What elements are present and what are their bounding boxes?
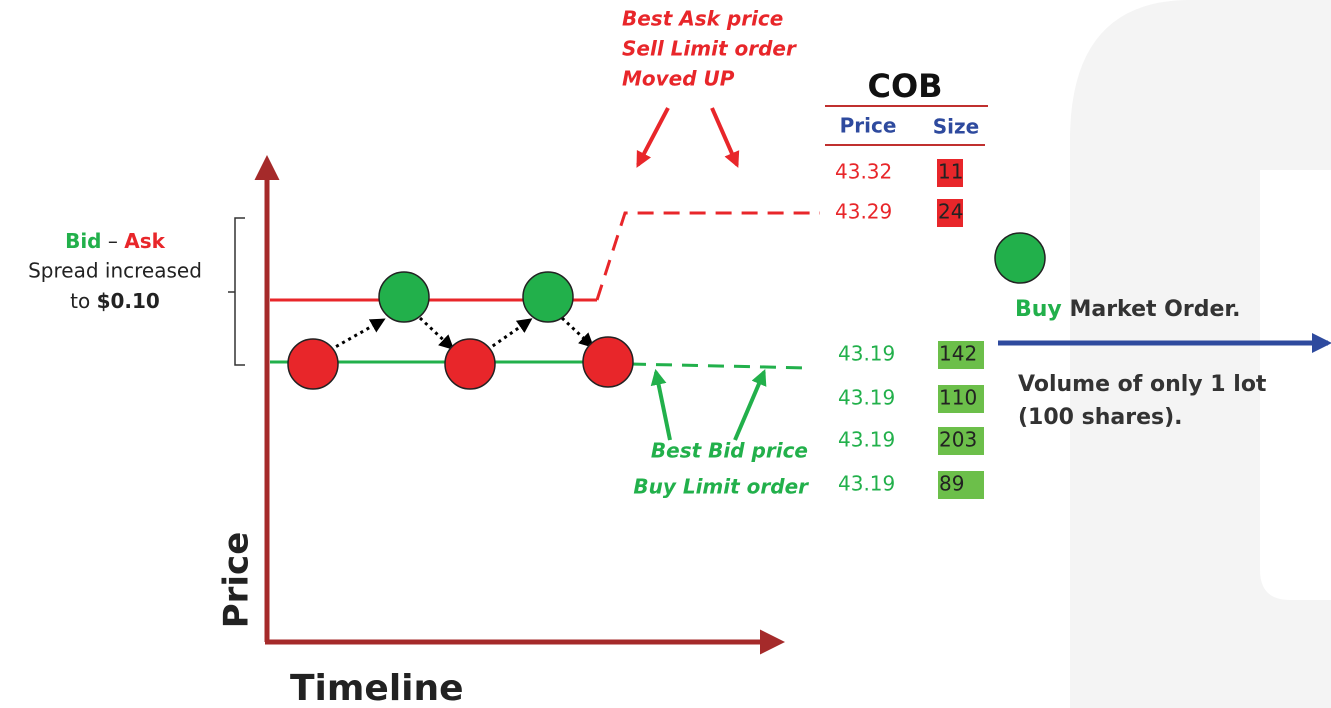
cob-rows: 43.32 11 43.29 24 43.19 142 43.19 110 43.19 203 43… [835, 159, 984, 499]
cob-size: 11 [938, 160, 963, 184]
cob-size: 142 [939, 342, 977, 366]
annotation-text: Best Bid price [651, 439, 808, 463]
arrow [733, 369, 767, 441]
annotation-text: Buy Limit order [633, 475, 809, 499]
cob-size: 203 [939, 428, 977, 452]
axis-label: Price [217, 532, 257, 629]
market-order-note: (100 shares). [1018, 405, 1183, 430]
arrow [650, 368, 672, 441]
cob-price: 43.19 [838, 342, 895, 366]
cob-size: 24 [938, 200, 963, 224]
cob-price: 43.29 [835, 200, 892, 224]
size-box [938, 471, 984, 499]
bid-line-dashed [629, 362, 811, 370]
arrow [710, 107, 740, 168]
annotation-text: Sell Limit order [622, 37, 797, 61]
arrow [636, 107, 670, 168]
spread-title: Bid – Ask [65, 229, 166, 253]
ask-line-dashed [595, 211, 820, 301]
column-header: Price [840, 114, 897, 138]
size-box [938, 341, 984, 369]
size-box [937, 199, 963, 227]
cob-price: 43.19 [838, 428, 895, 452]
annotation-text: Moved UP [622, 67, 735, 91]
market-order: Buy Market Order. [1015, 297, 1240, 322]
cob-title: COB [867, 67, 942, 105]
spread-text: to $0.10 [70, 289, 160, 313]
cob-price: 43.19 [838, 472, 895, 496]
cob-size: 110 [939, 386, 977, 410]
market-order-note: Volume of only 1 lot [1018, 372, 1267, 397]
movement-arrows [329, 316, 595, 352]
bid-annotation: Best Bid price Buy Limit order [633, 439, 809, 499]
column-header: Size [933, 115, 979, 139]
background-logo [1260, 170, 1331, 600]
cob-size: 89 [939, 472, 964, 496]
size-box [938, 427, 984, 455]
axis-label: Timeline [290, 668, 464, 708]
size-box [938, 385, 984, 413]
cob-price: 43.32 [835, 160, 892, 184]
annotation-text: Best Ask price [622, 7, 783, 31]
spread-text: Spread increased [28, 259, 202, 283]
bracket [228, 217, 245, 366]
cob-price: 43.19 [838, 386, 895, 410]
size-box [937, 159, 963, 187]
orders [287, 232, 1046, 390]
ask-annotation: Best Ask price Sell Limit order Moved UP [622, 7, 797, 91]
